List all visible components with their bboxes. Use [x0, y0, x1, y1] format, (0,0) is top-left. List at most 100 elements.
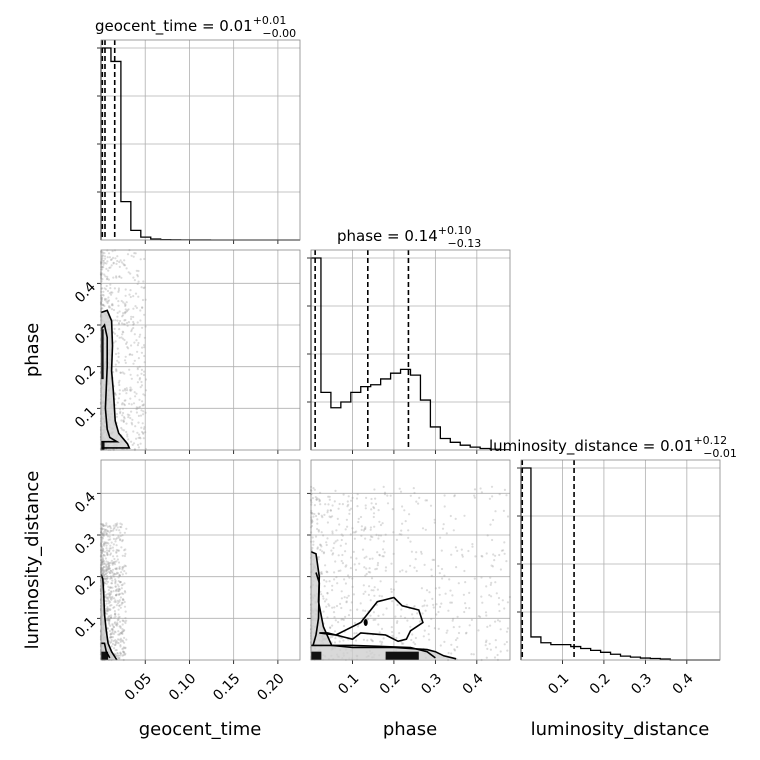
scatter-point: [319, 491, 322, 494]
scatter-point: [494, 639, 497, 642]
scatter-point: [480, 576, 483, 579]
scatter-point: [457, 631, 461, 635]
scatter-point: [348, 576, 351, 579]
scatter-point: [323, 513, 326, 517]
scatter-point: [325, 598, 328, 601]
scatter-point: [127, 347, 130, 350]
scatter-point: [119, 637, 122, 640]
scatter-point: [143, 394, 146, 397]
scatter-point: [103, 562, 106, 565]
scatter-point: [144, 389, 148, 392]
scatter-point: [491, 495, 494, 498]
scatter-point: [375, 567, 378, 570]
scatter-point: [101, 572, 104, 575]
scatter-point: [113, 613, 117, 616]
scatter-point: [356, 505, 359, 508]
scatter-point: [107, 252, 111, 255]
scatter-point: [121, 314, 125, 317]
scatter-point: [431, 558, 434, 562]
panel-hist-luminosity-distance: luminosity_distance = 0.01+0.12 −0.01: [489, 434, 737, 664]
scatter-point: [122, 262, 125, 265]
scatter-point: [102, 254, 105, 257]
scatter-point: [143, 344, 146, 347]
scatter-point: [480, 491, 483, 494]
scatter-point: [125, 422, 128, 425]
scatter-point: [328, 580, 331, 583]
grid-lines: [352, 250, 478, 454]
scatter-point: [115, 537, 119, 540]
scatter-point: [112, 632, 116, 636]
scatter-point: [364, 526, 367, 529]
scatter-point: [110, 590, 113, 593]
scatter-point: [109, 604, 112, 607]
scatter-point: [115, 370, 118, 373]
scatter-point: [113, 287, 116, 290]
scatter-point: [365, 567, 368, 570]
scatter-point: [108, 256, 111, 259]
scatter-point: [116, 315, 119, 318]
scatter-point: [377, 614, 380, 618]
scatter-point: [468, 624, 471, 627]
scatter-point: [108, 607, 111, 610]
scatter-point: [116, 359, 119, 362]
scatter-point: [117, 381, 120, 384]
scatter-point: [321, 550, 324, 553]
scatter-point: [102, 566, 106, 569]
scatter-point: [101, 296, 104, 300]
scatter-point: [117, 585, 120, 588]
scatter-point: [116, 319, 119, 322]
scatter-point: [395, 636, 398, 640]
scatter-point: [124, 591, 127, 594]
scatter-point: [119, 412, 122, 415]
panel-2d-phase-luminosity-distance: [307, 459, 511, 664]
scatter-point: [108, 547, 111, 550]
scatter-point: [106, 301, 109, 305]
scatter-point: [489, 648, 492, 651]
scatter-point: [104, 542, 107, 545]
scatter-point: [410, 638, 413, 642]
scatter-point: [355, 530, 358, 533]
scatter-point: [112, 529, 115, 532]
scatter-point: [132, 320, 135, 324]
scatter-point: [132, 322, 135, 325]
scatter-point: [453, 495, 456, 498]
scatter-point: [122, 411, 125, 415]
scatter-point: [341, 553, 344, 557]
scatter-point: [106, 607, 109, 610]
scatter-point: [329, 636, 332, 639]
scatter-point: [104, 288, 107, 291]
scatter-point: [111, 291, 114, 294]
scatter-point: [120, 652, 123, 655]
scatter-point: [118, 310, 121, 313]
scatter-point: [137, 341, 140, 345]
scatter-point: [127, 271, 130, 274]
scatter-point: [429, 504, 433, 507]
scatter-point: [326, 537, 329, 540]
scatter-point: [129, 388, 132, 391]
scatter-point: [123, 264, 127, 267]
scatter-point: [344, 582, 347, 585]
scatter-point: [108, 614, 111, 618]
scatter-point: [485, 552, 488, 555]
scatter-point: [112, 590, 115, 593]
scatter-point: [120, 426, 123, 430]
scatter-point: [105, 298, 108, 301]
scatter-point: [376, 588, 379, 591]
scatter-point: [423, 599, 426, 602]
scatter-point: [107, 306, 111, 309]
scatter-point: [417, 502, 420, 505]
density-core: [311, 651, 322, 660]
scatter-point: [362, 584, 365, 587]
scatter-point: [369, 614, 372, 617]
scatter-point: [364, 504, 367, 507]
scatter-point: [410, 550, 413, 553]
scatter-point: [101, 550, 105, 553]
scatter-point: [345, 564, 348, 567]
scatter-point: [101, 252, 104, 255]
scatter-point: [109, 527, 112, 530]
scatter-point: [322, 551, 326, 554]
scatter-point: [400, 608, 403, 611]
scatter-point: [111, 642, 114, 646]
scatter-point: [117, 580, 120, 583]
contour-line: [100, 574, 118, 661]
